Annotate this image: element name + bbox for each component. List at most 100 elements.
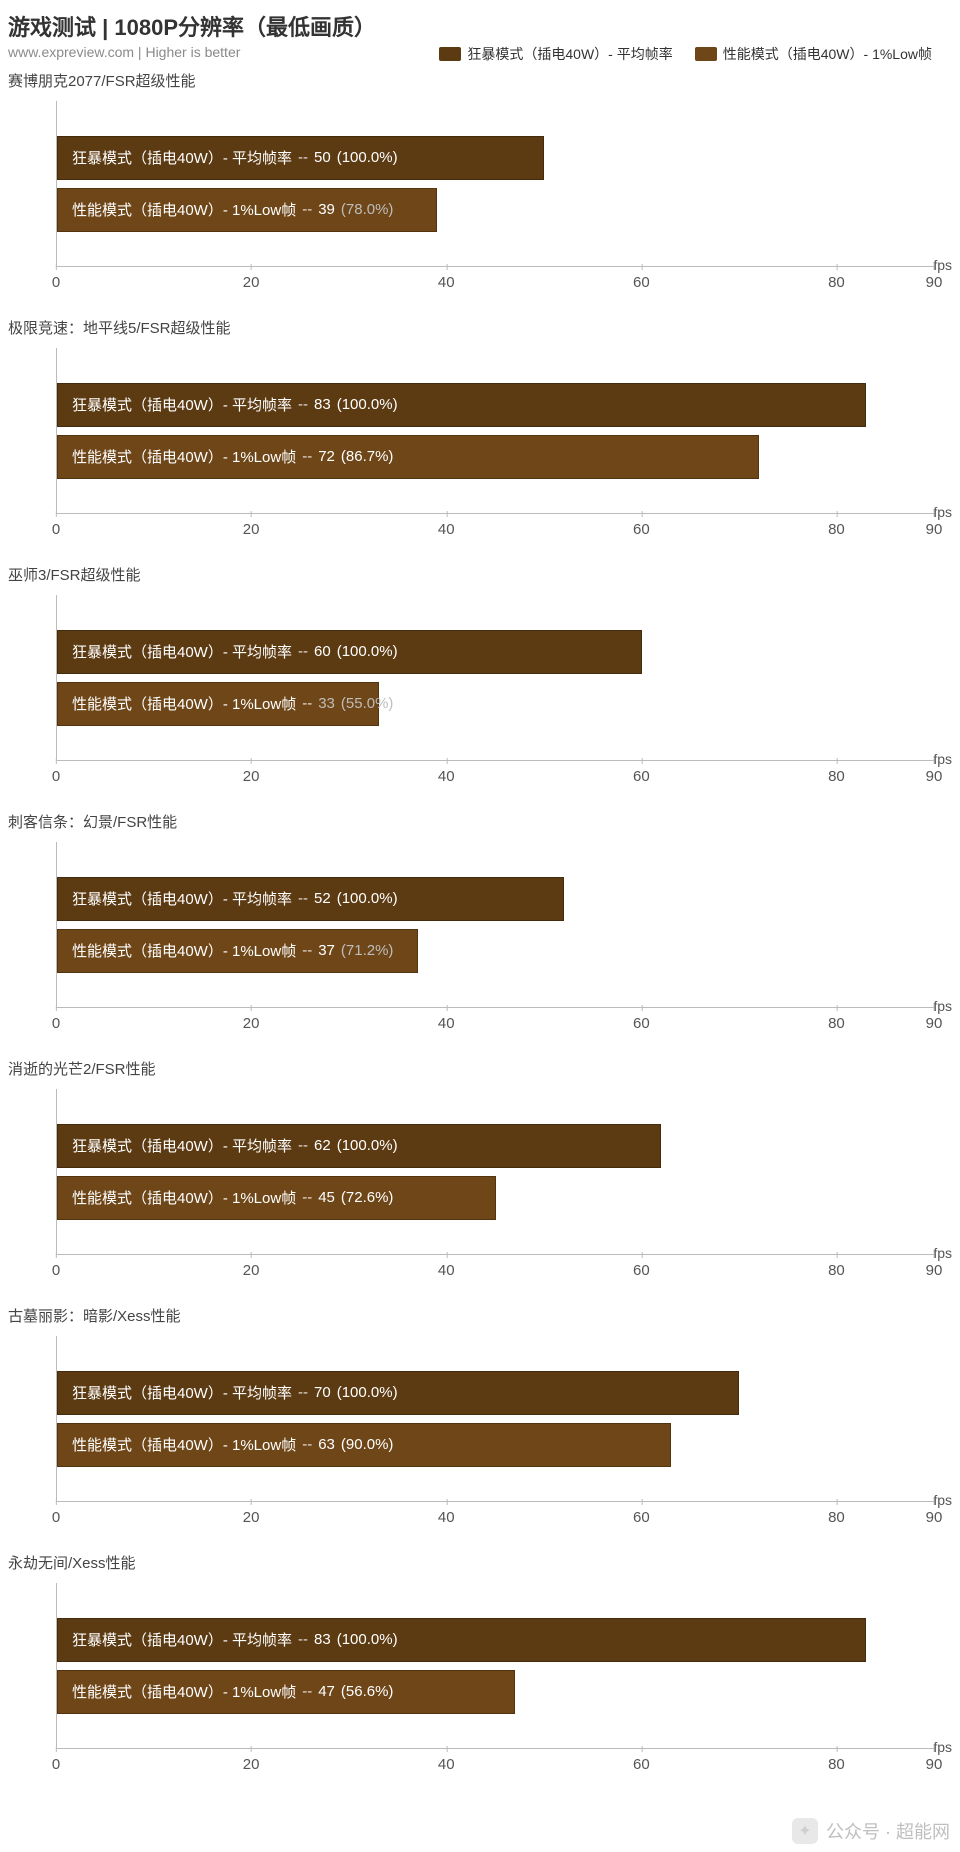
tick-label: 90 [926,1756,943,1773]
bar-1pct-low: 性能模式（插电40W）- 1%Low帧 -- 72 (86.7%) [57,435,759,479]
tick-label: 80 [828,1756,845,1773]
panel-title: 刺客信条：幻景/FSR性能 [8,811,952,832]
bar-label: 狂暴模式（插电40W）- 平均帧率 -- 50 (100.0%) [72,147,398,168]
chart-panel: 极限竞速：地平线5/FSR超级性能狂暴模式（插电40W）- 平均帧率 -- 83… [8,317,952,544]
bar-percent: (100.0%) [337,1137,398,1154]
x-axis-unit: fps [933,998,952,1014]
panel-title: 极限竞速：地平线5/FSR超级性能 [8,317,952,338]
separator: -- [298,1631,308,1648]
x-axis-unit: fps [933,1245,952,1261]
separator: -- [298,149,308,166]
tick-label: 40 [438,274,455,291]
bar-row: 狂暴模式（插电40W）- 平均帧率 -- 83 (100.0%) [57,383,934,427]
bar-label: 狂暴模式（插电40W）- 平均帧率 -- 83 (100.0%) [72,394,398,415]
panel-title: 赛博朋克2077/FSR超级性能 [8,70,952,91]
x-tick: 80 [828,274,845,291]
x-axis-unit: fps [933,751,952,767]
bar-value: 37 [318,942,335,959]
chart-panel: 古墓丽影：暗影/Xess性能狂暴模式（插电40W）- 平均帧率 -- 70 (1… [8,1305,952,1532]
tick-mark [836,1746,837,1752]
tick-label: 80 [828,768,845,785]
x-tick: 0 [52,274,60,291]
bar-value: 33 [318,695,335,712]
bar-value: 52 [314,890,331,907]
bar-label: 狂暴模式（插电40W）- 平均帧率 -- 60 (100.0%) [72,641,398,662]
tick-label: 60 [633,1509,650,1526]
bar-percent: (100.0%) [337,396,398,413]
tick-mark [56,264,57,270]
separator: -- [298,396,308,413]
bar-percent: (56.6%) [341,1683,394,1700]
x-tick: 20 [243,1262,260,1279]
axes: 狂暴模式（插电40W）- 平均帧率 -- 60 (100.0%)性能模式（插电4… [56,595,934,761]
tick-label: 20 [243,768,260,785]
x-tick: 0 [52,1509,60,1526]
bar-row: 性能模式（插电40W）- 1%Low帧 -- 45 (72.6%) [57,1176,934,1220]
x-tick: 90 [926,1262,943,1279]
tick-label: 90 [926,768,943,785]
axes: 狂暴模式（插电40W）- 平均帧率 -- 52 (100.0%) 性能模式（插电4… [56,842,934,1008]
x-tick: 20 [243,768,260,785]
tick-mark [251,758,252,764]
axes: 狂暴模式（插电40W）- 平均帧率 -- 70 (100.0%)性能模式（插电4… [56,1336,934,1502]
x-ticks: 02040608090 [56,1506,934,1526]
x-tick: 60 [633,1509,650,1526]
x-tick: 90 [926,1509,943,1526]
x-tick: 80 [828,1015,845,1032]
x-tick: 40 [438,521,455,538]
bar-row: 狂暴模式（插电40W）- 平均帧率 -- 83 (100.0%) [57,1618,934,1662]
tick-label: 40 [438,1509,455,1526]
x-tick: 60 [633,1262,650,1279]
x-tick: 20 [243,1756,260,1773]
panels-container: 赛博朋克2077/FSR超级性能狂暴模式（插电40W）- 平均帧率 -- 50 … [8,70,952,1779]
bar-series-label: 性能模式（插电40W）- 1%Low帧 [72,1187,296,1208]
tick-mark [446,1252,447,1258]
bar-series-label: 性能模式（插电40W）- 1%Low帧 [72,940,296,961]
tick-mark [56,1499,57,1505]
tick-mark [836,264,837,270]
tick-mark [251,511,252,517]
axes: 狂暴模式（插电40W）- 平均帧率 -- 50 (100.0%) 性能模式（插电4… [56,101,934,267]
tick-mark [56,1005,57,1011]
tick-label: 20 [243,1015,260,1032]
x-tick: 20 [243,274,260,291]
tick-mark [446,1746,447,1752]
x-axis-unit: fps [933,257,952,273]
x-tick: 40 [438,1262,455,1279]
x-tick: 40 [438,1756,455,1773]
bar-percent: (78.0%) [341,201,394,218]
bar-value: 62 [314,1137,331,1154]
chart-panel: 赛博朋克2077/FSR超级性能狂暴模式（插电40W）- 平均帧率 -- 50 … [8,70,952,297]
x-axis-unit: fps [933,1739,952,1755]
tick-mark [836,511,837,517]
bar-avg-fps: 狂暴模式（插电40W）- 平均帧率 -- 83 (100.0%) [57,383,866,427]
bar-percent: (71.2%) [341,942,394,959]
bars: 狂暴模式（插电40W）- 平均帧率 -- 83 (100.0%) 性能模式（插电4… [57,371,934,490]
x-tick: 90 [926,768,943,785]
tick-mark [446,1005,447,1011]
bar-label: 性能模式（插电40W）- 1%Low帧 -- 45 (72.6%) [72,1187,393,1208]
panel-title: 消逝的光芒2/FSR性能 [8,1058,952,1079]
plot-area: 狂暴模式（插电40W）- 平均帧率 -- 83 (100.0%)性能模式（插电4… [8,1579,952,1779]
tick-mark [251,1005,252,1011]
bar-percent: (100.0%) [337,149,398,166]
bar-row: 性能模式（插电40W）- 1%Low帧 -- 39 (78.0%) [57,188,934,232]
plot-area: 狂暴模式（插电40W）- 平均帧率 -- 83 (100.0%) 性能模式（插电4… [8,344,952,544]
bar-avg-fps: 狂暴模式（插电40W）- 平均帧率 -- 52 (100.0%) [57,877,564,921]
tick-label: 20 [243,274,260,291]
tick-label: 40 [438,1756,455,1773]
tick-label: 90 [926,1262,943,1279]
bar-1pct-low: 性能模式（插电40W）- 1%Low帧 -- 37 (71.2%) [57,929,418,973]
tick-label: 60 [633,1262,650,1279]
x-tick: 0 [52,1262,60,1279]
x-tick: 90 [926,1015,943,1032]
x-tick: 40 [438,1015,455,1032]
bars: 狂暴模式（插电40W）- 平均帧率 -- 70 (100.0%)性能模式（插电4… [57,1359,934,1478]
tick-label: 40 [438,1015,455,1032]
bar-row: 狂暴模式（插电40W）- 平均帧率 -- 62 (100.0%) [57,1124,934,1168]
bar-series-label: 狂暴模式（插电40W）- 平均帧率 [72,888,292,909]
legend-swatch-1 [439,47,461,61]
bar-series-label: 狂暴模式（插电40W）- 平均帧率 [72,641,292,662]
tick-label: 0 [52,1756,60,1773]
tick-label: 0 [52,1262,60,1279]
